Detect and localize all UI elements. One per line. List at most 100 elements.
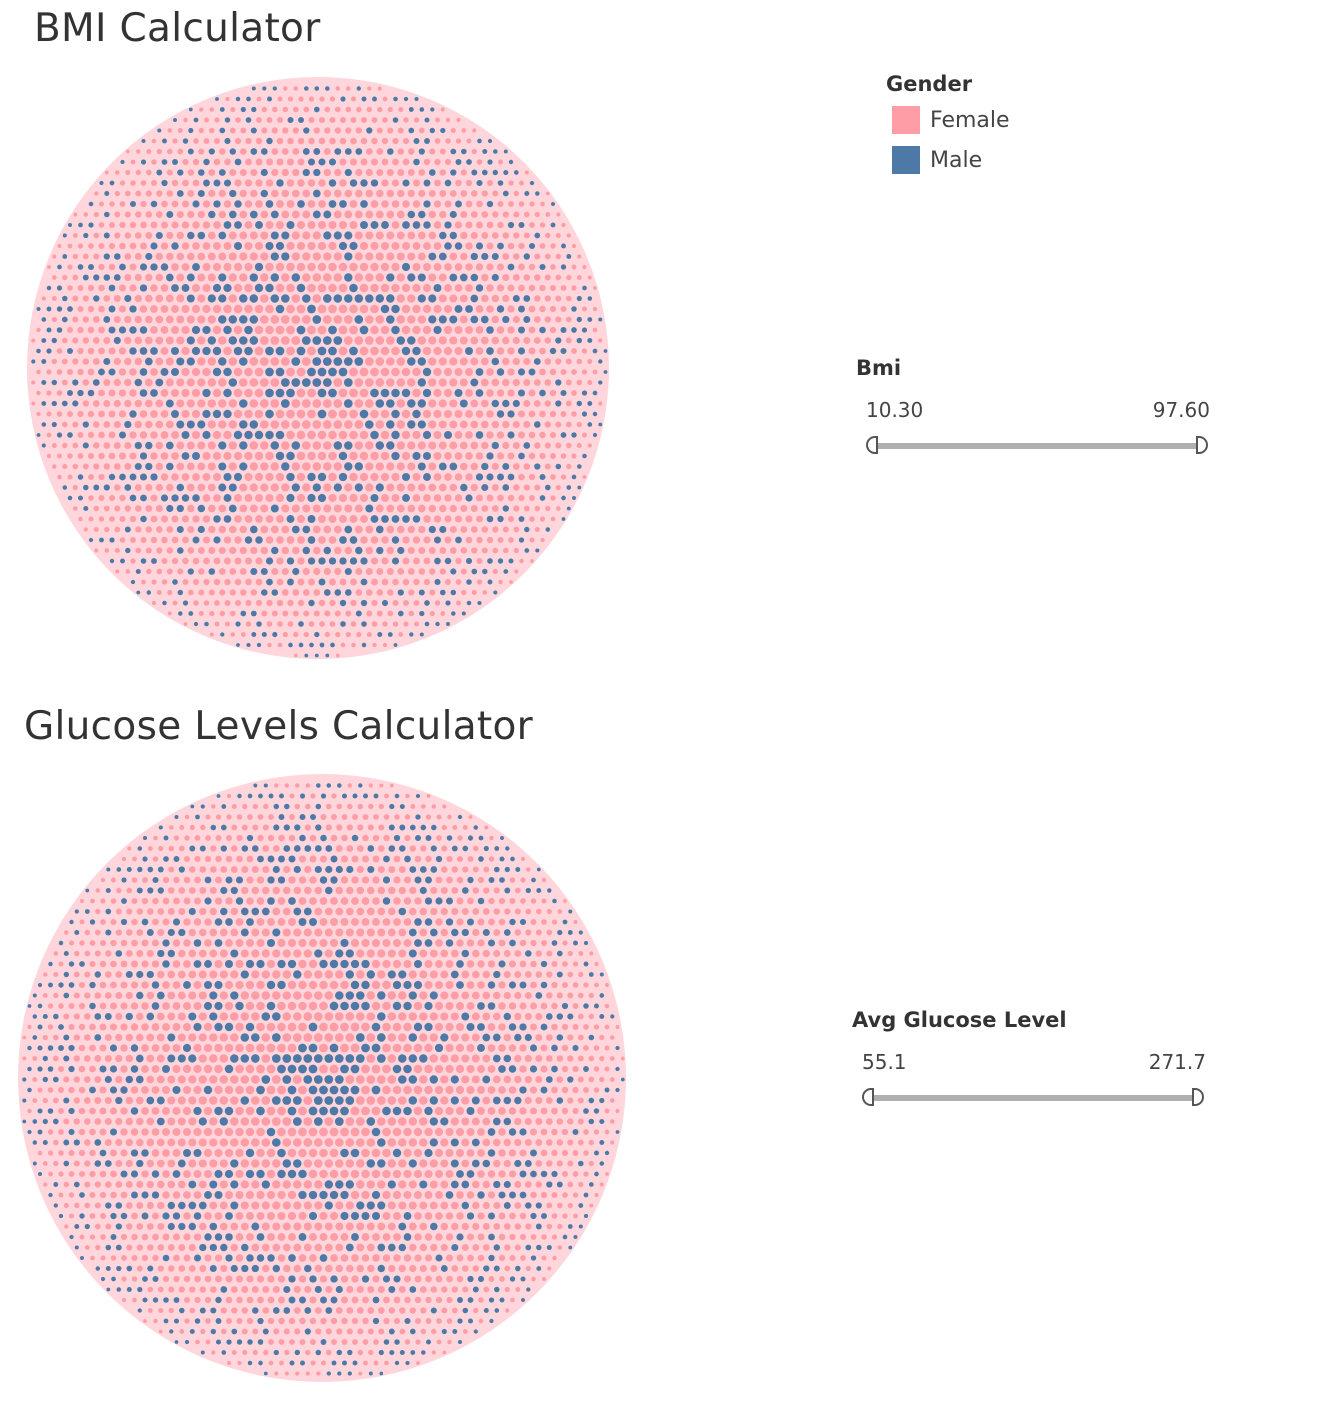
record-dot[interactable] bbox=[593, 1108, 600, 1114]
record-dot[interactable] bbox=[312, 189, 321, 198]
record-dot[interactable] bbox=[68, 1003, 75, 1009]
record-dot[interactable] bbox=[250, 168, 258, 177]
record-dot[interactable] bbox=[387, 1033, 397, 1042]
record-dot[interactable] bbox=[370, 430, 379, 440]
record-dot[interactable] bbox=[313, 589, 321, 596]
record-dot[interactable] bbox=[412, 242, 421, 250]
record-dot[interactable] bbox=[604, 1024, 610, 1030]
record-dot[interactable] bbox=[466, 1002, 475, 1010]
record-dot[interactable] bbox=[386, 294, 395, 303]
record-dot[interactable] bbox=[305, 803, 311, 810]
record-dot[interactable] bbox=[382, 1275, 391, 1283]
record-dot[interactable] bbox=[444, 200, 452, 208]
record-dot[interactable] bbox=[162, 981, 170, 989]
record-dot[interactable] bbox=[387, 1222, 396, 1231]
record-dot[interactable] bbox=[244, 409, 253, 419]
record-dot[interactable] bbox=[508, 180, 514, 186]
record-dot[interactable] bbox=[523, 463, 531, 470]
record-dot[interactable] bbox=[187, 169, 195, 176]
record-dot[interactable] bbox=[281, 148, 289, 155]
record-dot[interactable] bbox=[147, 1244, 154, 1251]
record-dot[interactable] bbox=[425, 855, 432, 863]
record-dot[interactable] bbox=[136, 1138, 144, 1147]
record-dot[interactable] bbox=[325, 865, 333, 874]
record-dot[interactable] bbox=[223, 346, 232, 356]
record-dot[interactable] bbox=[577, 254, 582, 259]
record-dot[interactable] bbox=[372, 96, 377, 102]
record-dot[interactable] bbox=[104, 548, 110, 553]
record-dot[interactable] bbox=[483, 1286, 490, 1293]
record-dot[interactable] bbox=[303, 610, 310, 617]
record-dot[interactable] bbox=[524, 971, 532, 978]
record-dot[interactable] bbox=[156, 1033, 165, 1042]
record-dot[interactable] bbox=[145, 526, 153, 533]
record-dot[interactable] bbox=[209, 1138, 218, 1147]
record-dot[interactable] bbox=[257, 814, 264, 820]
record-dot[interactable] bbox=[598, 359, 603, 364]
record-dot[interactable] bbox=[187, 589, 194, 596]
record-dot[interactable] bbox=[233, 472, 243, 482]
record-dot[interactable] bbox=[487, 939, 496, 947]
record-dot[interactable] bbox=[424, 138, 430, 144]
record-dot[interactable] bbox=[366, 1075, 376, 1084]
record-dot[interactable] bbox=[366, 589, 373, 596]
record-dot[interactable] bbox=[534, 463, 541, 470]
record-dot[interactable] bbox=[176, 210, 184, 219]
record-dot[interactable] bbox=[568, 909, 573, 914]
record-dot[interactable] bbox=[152, 1297, 159, 1303]
record-dot[interactable] bbox=[407, 568, 415, 575]
record-dot[interactable] bbox=[317, 346, 327, 356]
record-dot[interactable] bbox=[125, 1159, 133, 1168]
record-dot[interactable] bbox=[181, 494, 190, 502]
record-dot[interactable] bbox=[565, 400, 572, 407]
record-dot[interactable] bbox=[265, 262, 274, 272]
record-dot[interactable] bbox=[300, 1360, 305, 1366]
record-dot[interactable] bbox=[398, 1264, 406, 1273]
record-dot[interactable] bbox=[502, 294, 510, 303]
record-dot[interactable] bbox=[252, 1349, 258, 1356]
record-dot[interactable] bbox=[134, 441, 142, 450]
record-dot[interactable] bbox=[380, 241, 390, 251]
record-dot[interactable] bbox=[165, 399, 174, 408]
record-dot[interactable] bbox=[486, 452, 494, 460]
record-dot[interactable] bbox=[386, 462, 395, 471]
record-dot[interactable] bbox=[376, 1033, 386, 1042]
record-dot[interactable] bbox=[454, 410, 463, 418]
record-dot[interactable] bbox=[476, 221, 483, 229]
record-dot[interactable] bbox=[37, 1171, 43, 1177]
record-dot[interactable] bbox=[375, 357, 385, 366]
record-dot[interactable] bbox=[104, 1075, 112, 1084]
record-dot[interactable] bbox=[324, 1180, 334, 1189]
record-dot[interactable] bbox=[214, 1085, 223, 1095]
record-dot[interactable] bbox=[228, 504, 237, 513]
record-dot[interactable] bbox=[233, 325, 243, 335]
record-dot[interactable] bbox=[266, 1190, 276, 1200]
record-dot[interactable] bbox=[184, 814, 190, 820]
record-dot[interactable] bbox=[272, 928, 281, 937]
record-dot[interactable] bbox=[289, 1360, 295, 1366]
record-dot[interactable] bbox=[530, 960, 537, 968]
record-dot[interactable] bbox=[251, 1286, 259, 1293]
record-dot[interactable] bbox=[296, 472, 306, 482]
record-dot[interactable] bbox=[99, 1128, 107, 1136]
record-dot[interactable] bbox=[82, 442, 89, 449]
record-dot[interactable] bbox=[557, 1223, 563, 1230]
record-dot[interactable] bbox=[270, 420, 280, 429]
record-dot[interactable] bbox=[233, 367, 243, 377]
record-dot[interactable] bbox=[61, 400, 68, 407]
record-dot[interactable] bbox=[509, 918, 516, 926]
record-dot[interactable] bbox=[480, 378, 489, 387]
record-dot[interactable] bbox=[224, 959, 234, 969]
record-dot[interactable] bbox=[337, 783, 342, 788]
record-dot[interactable] bbox=[557, 1245, 563, 1250]
record-dot[interactable] bbox=[230, 1286, 238, 1293]
record-dot[interactable] bbox=[492, 1075, 501, 1084]
record-dot[interactable] bbox=[412, 409, 421, 419]
record-dot[interactable] bbox=[193, 1022, 202, 1032]
record-dot[interactable] bbox=[291, 273, 301, 282]
record-dot[interactable] bbox=[477, 600, 482, 606]
record-dot[interactable] bbox=[450, 970, 459, 979]
record-dot[interactable] bbox=[195, 814, 200, 820]
record-dot[interactable] bbox=[307, 304, 316, 314]
record-dot[interactable] bbox=[462, 866, 469, 873]
